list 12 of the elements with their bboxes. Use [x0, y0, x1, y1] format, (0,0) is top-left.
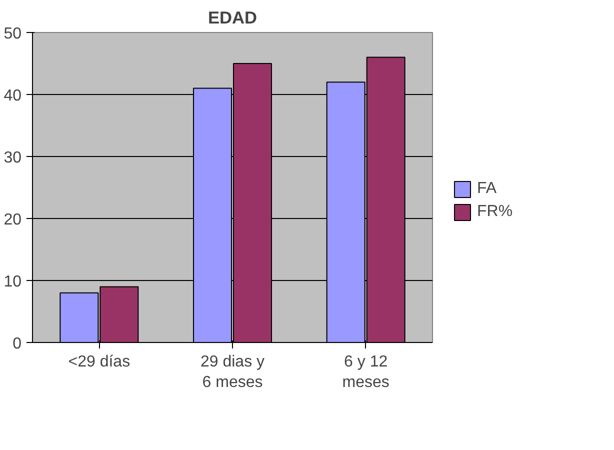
y-tick-label: 30 — [4, 150, 22, 166]
x-tick-label: <29 días — [68, 354, 130, 370]
y-tick-label: 50 — [4, 26, 22, 42]
chart-title: EDAD — [208, 8, 258, 28]
y-tick-label: 10 — [4, 274, 22, 290]
x-tick-label: 29 dias y 6 meses — [200, 354, 265, 391]
y-tick-label: 0 — [12, 336, 22, 352]
y-tick-label: 20 — [4, 212, 22, 228]
legend-label: FR% — [477, 203, 514, 221]
y-tick-label: 40 — [4, 88, 22, 104]
x-tick-label: 6 y 12 meses — [342, 354, 390, 391]
legend-label: FA — [477, 180, 498, 198]
